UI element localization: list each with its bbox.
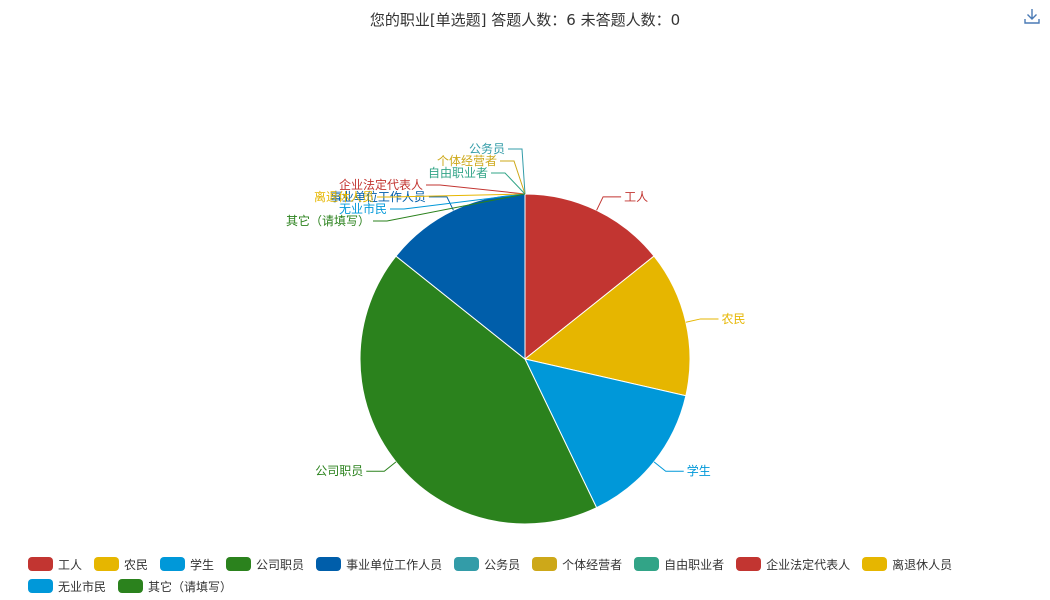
legend-item[interactable]: 无业市民: [28, 575, 106, 597]
legend-label: 学生: [190, 557, 215, 572]
label-leader-line: [373, 193, 526, 222]
chart-title: 您的职业[单选题] 答题人数：6 未答题人数：0: [369, 11, 681, 29]
legend-item[interactable]: 企业法定代表人: [736, 553, 850, 575]
pie-slice[interactable]: [524, 193, 655, 361]
legend-label: 自由职业者: [664, 557, 725, 572]
slice-label: 其它（请填写）: [286, 213, 370, 228]
legend-swatch: [454, 557, 480, 571]
legend-label: 事业单位工作人员: [346, 557, 443, 572]
legend-item[interactable]: 农民: [94, 553, 148, 575]
legend-item[interactable]: 自由职业者: [634, 553, 724, 575]
label-leader-line: [500, 160, 526, 195]
label-leader-line: [685, 318, 719, 323]
legend-swatch: [118, 579, 144, 593]
label-leader-line: [491, 172, 526, 195]
label-leader-line: [653, 461, 684, 472]
label-leader-line: [596, 196, 622, 211]
legend-item[interactable]: 其它（请填写）: [118, 575, 232, 597]
legend-item[interactable]: 事业单位工作人员: [316, 553, 442, 575]
legend-swatch: [316, 557, 342, 571]
slice-label: 学生: [687, 463, 711, 478]
legend-swatch: [226, 557, 252, 571]
slice-label: 自由职业者: [428, 166, 488, 180]
label-leader-line: [377, 193, 526, 198]
legend-item[interactable]: 学生: [160, 553, 214, 575]
legend-swatch: [736, 557, 762, 571]
legend-swatch: [28, 557, 53, 571]
legend-swatch: [634, 557, 660, 571]
label-leader-line: [428, 196, 454, 211]
legend-label: 离退休人员: [892, 557, 953, 572]
legend-item[interactable]: 公务员: [454, 553, 520, 575]
slice-label: 离退休人员: [314, 189, 374, 204]
legend-item[interactable]: 工人: [28, 553, 82, 575]
legend-swatch: [160, 557, 186, 571]
legend-label: 无业市民: [58, 579, 107, 594]
slice-label: 工人: [624, 190, 648, 204]
label-leader-line: [426, 184, 526, 195]
legend-label: 工人: [58, 557, 83, 572]
pie-slice[interactable]: [523, 255, 691, 397]
legend: 工人 农民 学生 公司职员 事业单位工作人员 公务员 个体经营者 自由职业者 企业法定代表人 离退…: [28, 553, 1038, 597]
label-leader-line: [508, 148, 526, 195]
slice-label: 个体经营者: [437, 154, 497, 168]
legend-swatch: [862, 557, 888, 571]
slice-label: 企业法定代表人: [339, 177, 423, 192]
legend-item[interactable]: 个体经营者: [532, 553, 622, 575]
legend-swatch: [94, 557, 120, 571]
legend-item[interactable]: 离退休人员: [862, 553, 952, 575]
legend-label: 其它（请填写）: [148, 579, 233, 594]
label-leader-line: [390, 193, 526, 210]
legend-item[interactable]: 公司职员: [226, 553, 304, 575]
label-leader-line: [366, 461, 397, 472]
slice-label: 公司职员: [315, 464, 363, 478]
legend-label: 个体经营者: [562, 557, 623, 572]
slice-label: 无业市民: [339, 201, 387, 216]
legend-swatch: [532, 557, 558, 571]
download-icon[interactable]: [1022, 6, 1042, 26]
legend-swatch: [28, 579, 53, 593]
legend-label: 企业法定代表人: [766, 557, 851, 572]
legend-label: 公司职员: [256, 557, 305, 572]
legend-label: 公务员: [484, 557, 521, 572]
slice-label: 农民: [721, 312, 745, 326]
slice-label: 公务员: [469, 141, 505, 156]
slice-label: 事业单位工作人员: [330, 189, 426, 204]
legend-label: 农民: [124, 557, 149, 572]
